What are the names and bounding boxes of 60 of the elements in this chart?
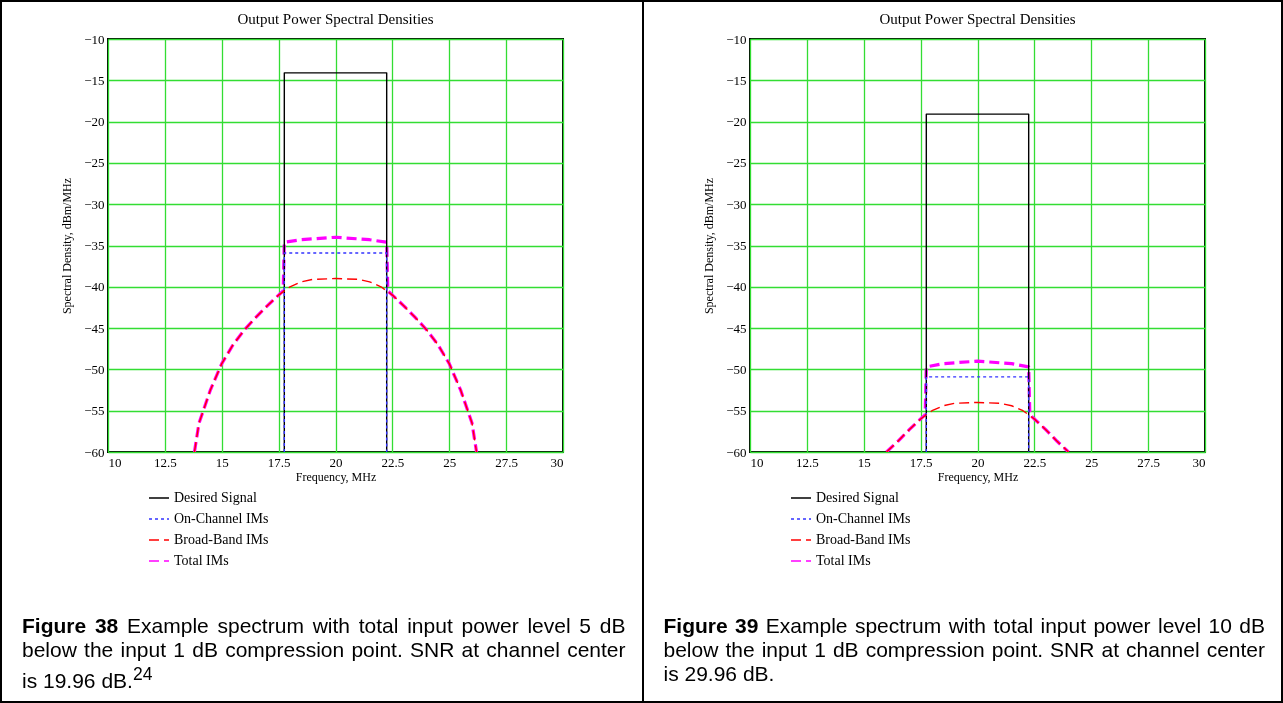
x-tick-label: 22.5 — [1023, 454, 1046, 470]
y-tick-label: −10 — [725, 31, 746, 47]
legend-label: Total IMs — [815, 553, 871, 568]
x-tick-label: 17.5 — [909, 454, 932, 470]
x-tick-label: 25 — [443, 454, 457, 470]
x-tick-label: 30 — [1192, 454, 1205, 470]
y-tick-label: −40 — [84, 279, 105, 295]
y-tick-label: −15 — [84, 72, 105, 88]
y-tick-label: −55 — [725, 403, 746, 419]
x-tick-label: 25 — [1084, 454, 1098, 470]
x-tick-label: 12.5 — [795, 454, 819, 470]
y-axis-title: Spectral Density, dBm/MHz — [60, 177, 75, 315]
x-tick-label: 27.5 — [495, 454, 518, 470]
y-tick-label: −50 — [725, 361, 746, 377]
caption: Figure 38 Example spectrum with total input power level 5 dB below the input 1 dB compression point. SNR at channel center is 19.96 dB.$^{24}$ — [22, 614, 626, 692]
legend-label: Broad-Band IMs — [174, 532, 269, 547]
y-tick-label: −30 — [725, 196, 746, 212]
legend-label: On-Channel IMs — [815, 511, 910, 526]
chart-title: Output Power Spectral Densities — [237, 11, 434, 27]
caption: Figure 39 Example spectrum with total input power level 10 dB below the input 1 dB compression point. SNR at channel center is 29.96 dB. — [663, 614, 1265, 685]
x-tick-label: 22.5 — [381, 454, 405, 470]
y-axis-title: Spectral Density, dBm/MHz — [701, 177, 716, 315]
y-tick-label: −25 — [84, 155, 105, 171]
legend-label: Total IMs — [174, 553, 229, 568]
line-series — [193, 277, 478, 452]
chart-title: Output Power Spectral Densities — [878, 11, 1076, 27]
legend-label: Broad-Band IMs — [815, 532, 910, 547]
line-series — [885, 401, 1069, 452]
y-tick-label: −35 — [84, 238, 105, 253]
y-tick-label: −60 — [84, 444, 105, 460]
legend-label: Desired Signal — [174, 490, 257, 505]
x-axis-title: Frequency, MHz — [295, 469, 377, 484]
x-tick-label: 30 — [550, 454, 564, 470]
x-tick-label: 10 — [108, 454, 122, 470]
y-tick-label: −20 — [725, 114, 746, 130]
y-tick-label: −45 — [84, 320, 105, 336]
x-tick-label: 12.5 — [154, 454, 177, 470]
y-tick-label: −10 — [84, 31, 105, 47]
legend-label: Desired Signal — [815, 490, 899, 505]
x-tick-label: 10 — [750, 454, 763, 470]
y-tick-label: −55 — [84, 403, 105, 419]
line-series — [192, 235, 479, 452]
y-tick-label: −20 — [84, 114, 105, 130]
y-tick-label: −45 — [725, 320, 746, 336]
y-tick-label: −25 — [725, 155, 746, 171]
x-tick-label: 17.5 — [267, 454, 291, 470]
x-tick-label: 15 — [215, 454, 229, 470]
y-tick-label: −60 — [725, 444, 746, 460]
x-tick-label: 27.5 — [1136, 454, 1160, 470]
x-tick-label: 20 — [329, 454, 343, 470]
y-tick-label: −50 — [84, 361, 105, 377]
legend-label: On-Channel IMs — [174, 511, 269, 526]
y-tick-label: −30 — [84, 196, 105, 212]
x-tick-label: 20 — [971, 454, 984, 470]
y-tick-label: −15 — [725, 72, 746, 88]
x-tick-label: 15 — [857, 454, 871, 470]
line-series — [884, 359, 1070, 452]
y-tick-label: −40 — [725, 279, 746, 295]
y-tick-label: −35 — [725, 238, 746, 253]
x-axis-title: Frequency, MHz — [937, 469, 1018, 484]
